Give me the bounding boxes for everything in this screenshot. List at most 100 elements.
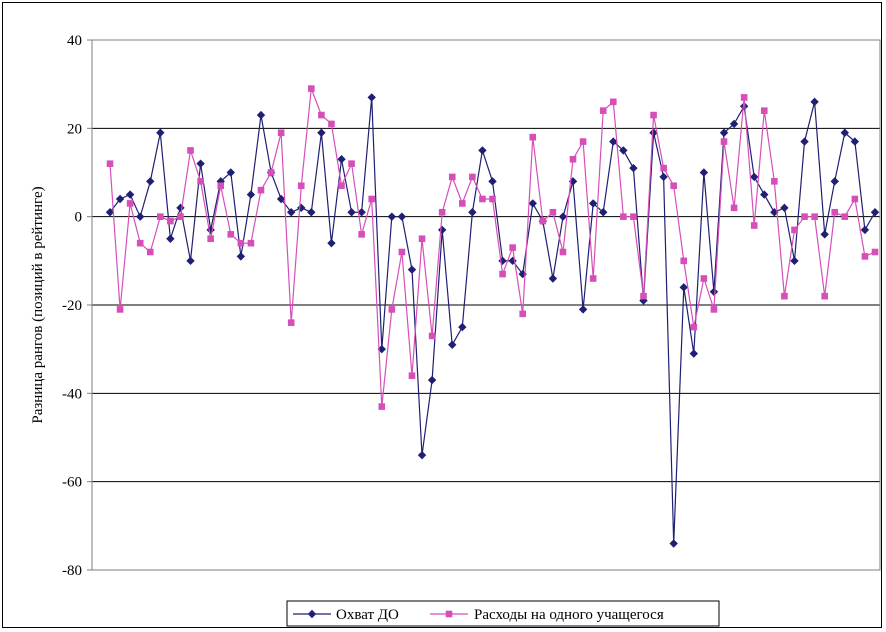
data-point-diamond (528, 199, 537, 208)
data-point-square (287, 319, 295, 326)
data-point-square (760, 107, 768, 114)
data-point-square (609, 98, 617, 106)
data-point-diamond (196, 159, 205, 168)
data-point-square (519, 310, 526, 318)
legend-box (286, 600, 720, 627)
y-tick-label: -80 (62, 563, 82, 579)
data-point-square (831, 208, 839, 216)
data-point-diamond (105, 208, 115, 217)
legend-label-series-1: Охват ДО (336, 607, 399, 623)
data-point-square (348, 160, 355, 167)
data-point-square (740, 94, 748, 101)
data-point-square (630, 213, 637, 220)
data-point-square (801, 213, 808, 220)
data-point-diamond (588, 199, 598, 208)
data-point-square (620, 213, 627, 220)
data-point-square (106, 160, 114, 167)
data-point-diamond (307, 208, 316, 217)
data-point-diamond (568, 177, 578, 186)
data-point-diamond (146, 177, 155, 186)
data-point-square (297, 182, 305, 190)
data-point-square (428, 332, 436, 340)
series-line-1 (109, 97, 876, 544)
data-point-diamond (870, 208, 880, 217)
data-point-diamond (367, 93, 376, 102)
data-point-diamond (629, 163, 638, 173)
data-point-square (589, 275, 597, 282)
data-point-square (247, 239, 255, 247)
data-point-square (207, 235, 214, 243)
data-point-diamond (780, 203, 789, 213)
y-tick-label: -60 (62, 475, 82, 491)
data-point-square (700, 275, 708, 282)
data-point-diamond (417, 450, 427, 460)
data-point-square (710, 306, 718, 313)
data-point-square (851, 195, 859, 203)
data-point-square (358, 231, 365, 238)
y-tick-label: 0 (75, 210, 83, 226)
series-line-2 (109, 88, 876, 407)
data-point-diamond (206, 225, 215, 235)
data-point-diamond (760, 190, 769, 199)
data-point-diamond (689, 349, 699, 358)
data-point-square (660, 164, 667, 172)
data-point-square (841, 213, 849, 220)
data-point-square (509, 244, 516, 251)
data-point-diamond (719, 128, 729, 137)
data-point-square (116, 306, 124, 313)
data-point-square (559, 248, 567, 256)
data-point-square (640, 292, 647, 300)
data-point-diamond (135, 212, 145, 221)
data-point-diamond (840, 128, 850, 137)
data-point-diamond (709, 287, 719, 296)
data-point-diamond (669, 539, 678, 548)
data-point-diamond (437, 225, 447, 235)
data-point-diamond (770, 208, 779, 217)
data-point-square (670, 182, 677, 190)
data-point-diamond (458, 322, 467, 332)
data-point-diamond (699, 168, 709, 177)
data-point-diamond (619, 146, 628, 155)
data-point-diamond (186, 256, 195, 266)
data-point-square (257, 186, 265, 194)
data-point-square (227, 231, 235, 238)
data-point-square (569, 155, 577, 163)
data-point-diamond (548, 274, 558, 283)
data-point-square (871, 248, 879, 256)
data-point-square (388, 306, 396, 313)
data-point-diamond (750, 172, 759, 182)
y-tick-label: -20 (62, 298, 82, 314)
y-tick-label: 20 (67, 121, 82, 137)
data-point-diamond (156, 128, 165, 137)
data-point-square (781, 292, 788, 300)
data-point-diamond (357, 208, 366, 217)
data-point-diamond (448, 340, 457, 349)
data-point-square (448, 173, 456, 181)
data-point-diamond (387, 212, 397, 221)
data-point-square (146, 248, 154, 256)
data-point-diamond (256, 110, 266, 120)
data-point-square (267, 169, 275, 176)
data-point-diamond (860, 225, 870, 235)
data-point-diamond (810, 97, 819, 107)
data-point-diamond (478, 146, 487, 155)
data-point-diamond (649, 128, 658, 137)
data-point-diamond (286, 208, 296, 217)
data-point-square (650, 111, 657, 119)
data-point-square (730, 204, 738, 212)
data-point-diamond (327, 238, 336, 248)
data-point-square (187, 147, 194, 154)
data-point-square (277, 129, 285, 137)
legend-marker-series-1 (307, 609, 317, 619)
data-point-diamond (468, 208, 477, 217)
data-point-square (579, 138, 587, 145)
data-point-square (861, 253, 869, 260)
y-axis-ticks: 40 20 0 -20 -40 -60 -80 (62, 33, 92, 579)
data-point-diamond (276, 194, 286, 204)
data-point-diamond (800, 137, 809, 146)
data-point-square (499, 270, 506, 278)
data-point-diamond (226, 168, 235, 177)
data-point-square (197, 178, 204, 185)
data-point-diamond (659, 172, 668, 182)
